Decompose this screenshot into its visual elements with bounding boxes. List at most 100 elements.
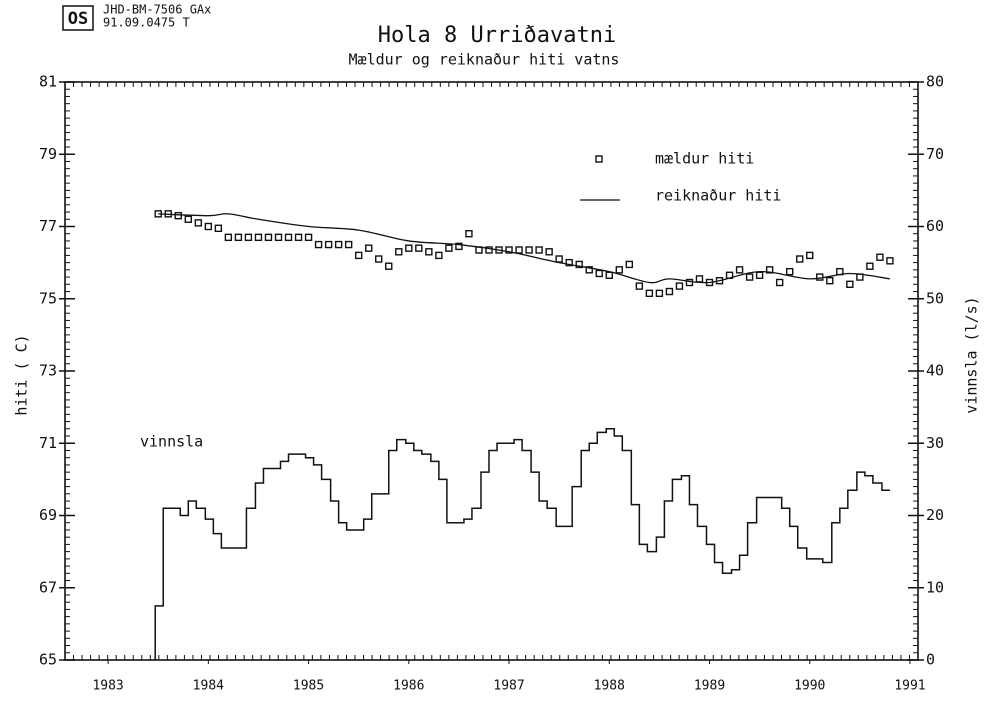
data-point	[886, 257, 894, 265]
data-point	[876, 253, 884, 261]
data-point	[525, 246, 533, 254]
y-tick-label: 75	[39, 289, 57, 307]
y-tick-label: 81	[39, 73, 57, 91]
data-point	[605, 271, 613, 279]
plot-frame	[64, 81, 919, 661]
production-step-line	[154, 428, 890, 660]
y-tick-label: 73	[39, 362, 57, 380]
data-point	[405, 244, 413, 252]
data-point	[194, 219, 203, 227]
data-point	[284, 233, 293, 242]
y2-axis-label: vinnsla (l/s)	[963, 296, 981, 413]
y2-tick-label: 50	[926, 289, 944, 307]
chart-subtitle: Mældur og reiknaður hiti vatns	[349, 51, 620, 69]
x-tick-label: 1991	[894, 679, 925, 694]
data-point	[224, 233, 233, 242]
data-point	[785, 267, 794, 276]
data-point	[675, 282, 684, 290]
data-point	[324, 240, 333, 249]
data-point	[826, 276, 834, 285]
data-point	[314, 240, 323, 249]
logo-box	[62, 5, 94, 31]
data-point	[545, 248, 553, 256]
y2-tick-label: 30	[926, 434, 944, 452]
data-point	[505, 246, 513, 254]
x-tick-label: 1984	[193, 679, 224, 694]
data-point	[635, 282, 644, 290]
header-line: JHD-BM-7506 GAx	[103, 3, 211, 17]
y-tick-label: 79	[39, 145, 57, 163]
legend-marker	[595, 155, 603, 163]
y-tick-label: 65	[39, 651, 57, 669]
logo: OS	[68, 9, 88, 29]
data-point	[755, 271, 764, 279]
data-point	[304, 233, 313, 242]
y-tick-label: 67	[39, 578, 57, 596]
x-tick-label: 1983	[92, 679, 123, 694]
y-tick-label: 77	[39, 217, 57, 235]
data-point	[816, 273, 824, 281]
y2-tick-label: 0	[926, 651, 935, 669]
data-point	[685, 278, 694, 287]
data-point	[585, 266, 593, 274]
y2-tick-label: 10	[926, 578, 944, 596]
data-point	[445, 244, 453, 252]
legend-label: reiknaður hiti	[655, 187, 781, 205]
y-axis-label: hiti ( C)	[13, 334, 31, 415]
header-line: 91.09.0475 T	[103, 16, 190, 30]
data-point	[334, 240, 343, 249]
data-point	[234, 233, 243, 242]
data-point	[846, 280, 854, 288]
data-point	[425, 248, 433, 256]
y2-tick-label: 80	[926, 73, 944, 91]
y-tick-label: 71	[39, 434, 57, 452]
data-point	[745, 273, 754, 281]
data-point	[365, 244, 373, 252]
y2-tick-label: 20	[926, 506, 944, 524]
data-point	[344, 240, 353, 249]
y2-tick-label: 70	[926, 145, 944, 163]
data-point	[625, 260, 634, 269]
data-point	[615, 266, 623, 274]
data-point	[435, 251, 443, 260]
data-point	[395, 248, 403, 256]
data-point	[866, 262, 874, 270]
x-tick-label: 1989	[694, 679, 725, 694]
data-point	[485, 246, 493, 254]
x-tick-label: 1985	[293, 679, 324, 694]
data-point	[415, 244, 423, 252]
data-point	[264, 233, 273, 242]
data-point	[274, 233, 283, 242]
data-point	[244, 233, 253, 242]
data-point	[294, 233, 303, 242]
data-point	[655, 289, 664, 298]
x-tick-label: 1988	[594, 679, 625, 694]
data-point	[465, 230, 473, 238]
x-tick-label: 1986	[393, 679, 424, 694]
data-point	[595, 269, 603, 278]
data-point	[775, 278, 784, 287]
data-point	[174, 211, 182, 220]
data-point	[254, 233, 263, 242]
data-point	[375, 255, 383, 263]
y2-tick-label: 40	[926, 362, 944, 380]
legend-label: mældur hiti	[655, 150, 754, 168]
data-point	[515, 246, 523, 254]
data-point	[184, 215, 192, 223]
data-point	[695, 275, 704, 283]
data-point	[535, 246, 543, 254]
data-point	[555, 255, 563, 263]
data-point	[665, 287, 674, 296]
data-point	[715, 276, 724, 285]
data-point	[575, 260, 583, 269]
annotation: vinnsla	[140, 433, 203, 451]
data-point	[204, 222, 213, 231]
computed-line	[158, 213, 891, 284]
data-point	[796, 255, 804, 263]
data-point	[214, 224, 223, 233]
data-point	[565, 258, 573, 267]
x-tick-label: 1987	[493, 679, 524, 694]
data-point	[455, 242, 463, 251]
